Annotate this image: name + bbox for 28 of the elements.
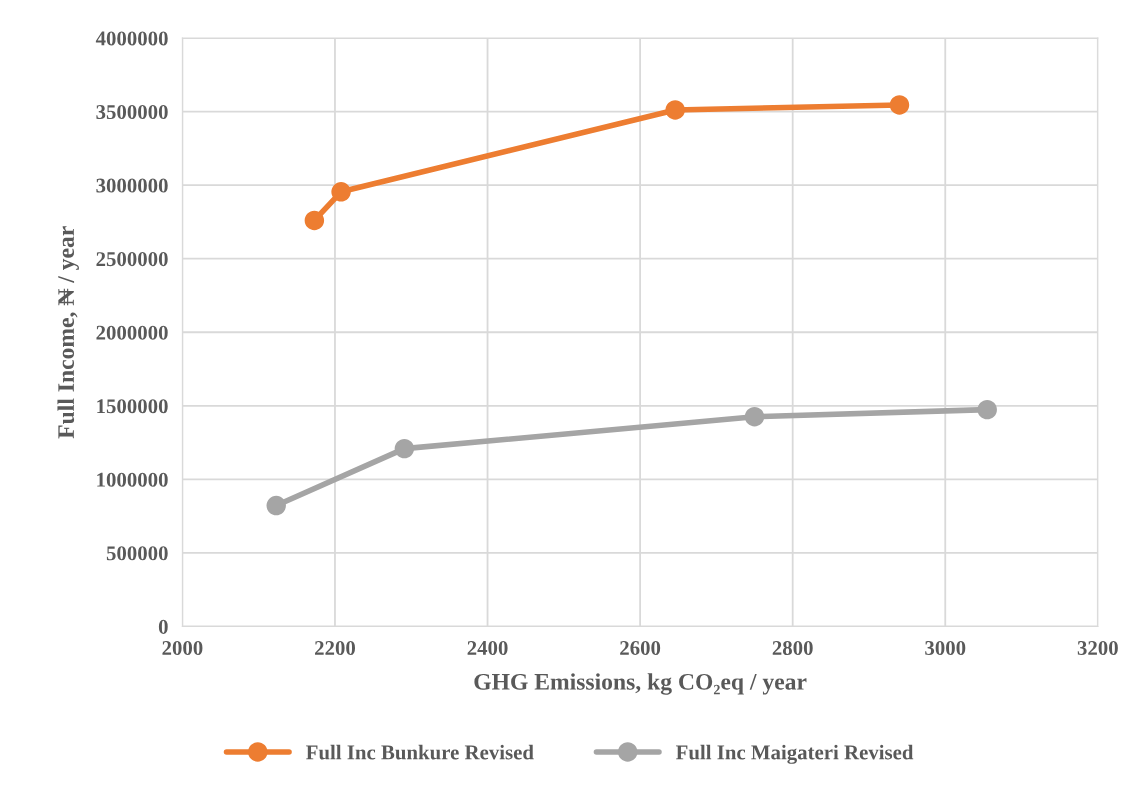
y-tick-label: 0 bbox=[158, 619, 168, 634]
x-tick-label: 2600 bbox=[620, 640, 661, 656]
x-axis-title: GHG Emissions, kg CO₂eq / year bbox=[474, 673, 807, 695]
y-tick-label: 1500000 bbox=[97, 399, 168, 414]
y-axis-title: Full Income, ₦ / year bbox=[57, 226, 79, 439]
legend-label: Full Inc Maigateri Revised bbox=[675, 744, 914, 764]
point bbox=[394, 438, 415, 459]
point bbox=[304, 210, 325, 231]
x-tick-label: 2200 bbox=[315, 640, 356, 656]
x-tick-label: 3000 bbox=[925, 640, 966, 656]
point bbox=[977, 399, 997, 420]
legend-label: Full Inc Bunkure Revised bbox=[306, 744, 534, 760]
point bbox=[665, 100, 685, 120]
y-tick-label: 500000 bbox=[106, 546, 168, 561]
y-tick-label: 2000000 bbox=[96, 325, 168, 340]
point bbox=[744, 406, 765, 427]
x-tick-label: 3200 bbox=[1077, 640, 1118, 656]
point bbox=[889, 95, 910, 115]
x-tick-label: 2000 bbox=[162, 640, 203, 656]
y-tick-label: 1000000 bbox=[97, 472, 168, 487]
point bbox=[331, 182, 351, 202]
y-tick-label: 3000000 bbox=[96, 178, 168, 193]
y-tick-label: 4000000 bbox=[95, 31, 168, 46]
x-tick-label: 2400 bbox=[467, 640, 508, 656]
point bbox=[266, 495, 286, 516]
y-tick-label: 3500000 bbox=[96, 104, 168, 120]
y-tick-label: 2500000 bbox=[96, 252, 168, 267]
x-tick-label: 2800 bbox=[772, 640, 813, 656]
